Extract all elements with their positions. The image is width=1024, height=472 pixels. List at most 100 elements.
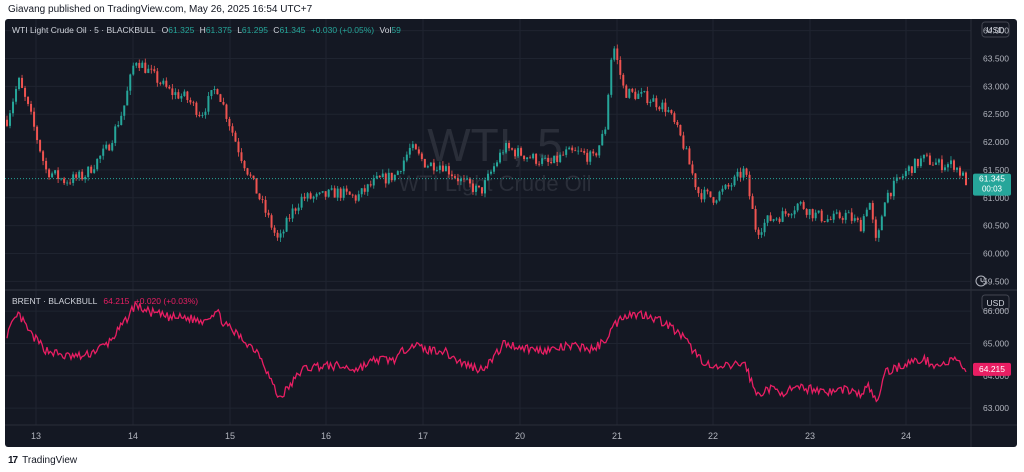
wti-candle-body: [802, 202, 805, 210]
wti-candle-body: [39, 140, 42, 152]
wti-candle-body: [769, 215, 772, 221]
wti-candle-body: [856, 218, 859, 220]
wti-candle-body: [556, 155, 559, 162]
wti-candle-body: [634, 91, 637, 99]
time-axis-label: 24: [901, 431, 911, 441]
wti-candle-body: [643, 91, 646, 92]
brent-legend[interactable]: BRENT · BLACKBULL 64.215 +0.020 (+0.03%): [12, 296, 198, 306]
publisher-header: Giavang published on TradingView.com, Ma…: [8, 4, 313, 15]
wti-candle-body: [625, 85, 628, 98]
brent-axis-label: 66.000: [983, 306, 1009, 316]
brent-price-tag: 64.215: [973, 362, 1011, 376]
wti-candle-body: [703, 189, 706, 200]
wti-candle-body: [249, 174, 252, 176]
wti-candle-body: [462, 178, 465, 180]
wti-countdown: 00:03: [982, 185, 1003, 194]
wti-candle-body: [444, 166, 447, 172]
wti-candle-body: [477, 185, 480, 188]
wti-candle-body: [718, 191, 721, 201]
footer: 17 TradingView: [8, 453, 77, 467]
wti-legend-o-label: O: [162, 25, 169, 35]
wti-candle-body: [673, 113, 676, 123]
wti-price-axis[interactable]: 64.000 63.500 63.000 62.500 62.000 61.500 61.0…: [983, 26, 1009, 287]
wti-candle-body: [297, 207, 300, 211]
wti-candle-body: [784, 211, 787, 214]
wti-candle-body: [30, 103, 33, 112]
time-axis[interactable]: 13 14 15 16 17 20 21 22 23 24: [31, 431, 911, 441]
wti-candle-body: [796, 203, 799, 211]
wti-candle-body: [213, 89, 216, 91]
wti-candle-body: [487, 173, 490, 181]
wti-candle-body: [931, 164, 934, 166]
wti-candle-body: [667, 110, 670, 112]
wti-candle-body: [940, 159, 943, 171]
chart-canvas[interactable]: WTI, 5 WTI Light Crude Oil WTI Light Cru…: [5, 19, 1017, 447]
wti-candle-body: [393, 174, 396, 181]
wti-candle-body: [511, 148, 514, 150]
wti-candle-body: [613, 48, 616, 60]
wti-candle-body: [408, 147, 411, 155]
wti-candle-body: [78, 171, 81, 178]
wti-candle-body: [688, 148, 691, 165]
wti-price-tag-value: 61.345: [979, 174, 1005, 184]
wti-candle-body: [120, 115, 123, 126]
wti-candle-body: [243, 160, 246, 169]
wti-candle-body: [66, 182, 69, 184]
wti-legend-title: WTI Light Crude Oil · 5 · BLACKBULL: [12, 25, 156, 35]
wti-axis-label: 62.500: [983, 109, 1009, 119]
wti-legend-l-value: 61.295: [242, 25, 268, 35]
brent-series-line: [6, 300, 967, 403]
wti-candle-body: [649, 101, 652, 104]
wti-candle-body: [490, 171, 493, 174]
wti-legend-c-value: 61.345: [279, 25, 305, 35]
wti-candle-body: [592, 151, 595, 154]
wti-candle-body: [877, 230, 880, 238]
wti-candle-body: [925, 154, 928, 156]
wti-axis-label: 59.500: [983, 276, 1009, 286]
alert-clock-icon[interactable]: [975, 275, 987, 287]
wti-candle-body: [526, 157, 529, 160]
wti-candle-body: [405, 154, 408, 161]
wti-candle-body: [496, 162, 499, 167]
wti-candle-body: [468, 178, 471, 184]
wti-candle-body: [342, 188, 345, 198]
brent-currency-button[interactable]: USD: [981, 294, 1010, 311]
wti-candle-body: [45, 160, 48, 170]
brent-axis-label: 65.000: [983, 338, 1009, 348]
wti-candle-body: [949, 160, 952, 165]
wti-candle-body: [838, 212, 841, 219]
wti-currency-button[interactable]: USD: [981, 21, 1010, 38]
wti-candle-body: [934, 162, 937, 165]
wti-candle-body: [574, 150, 577, 152]
wti-candle-body: [499, 152, 502, 163]
wti-candle-body: [252, 175, 255, 179]
wti-candle-body: [607, 94, 610, 130]
wti-candle-body: [138, 62, 141, 68]
wti-candle-body: [571, 147, 574, 151]
wti-candle-body: [682, 135, 685, 149]
wti-candle-body: [532, 153, 535, 159]
wti-candle-body: [631, 88, 634, 92]
wti-candle-body: [814, 212, 817, 219]
wti-candle-body: [153, 69, 156, 72]
wti-candle-body: [150, 68, 153, 70]
wti-candle-body: [174, 92, 177, 96]
time-axis-label: 14: [128, 431, 138, 441]
wti-candle-body: [715, 200, 718, 203]
wti-candle-body: [523, 155, 526, 160]
wti-candle-body: [910, 166, 913, 173]
wti-candle-body: [916, 158, 919, 167]
wti-candle-body: [48, 169, 51, 178]
wti-legend[interactable]: WTI Light Crude Oil · 5 · BLACKBULL O 61.…: [12, 25, 401, 35]
wti-candle-body: [33, 111, 36, 127]
wti-candle-body: [505, 143, 508, 153]
wti-candle-body: [81, 171, 84, 180]
chart-frame[interactable]: WTI, 5 WTI Light Crude Oil WTI Light Cru…: [5, 19, 1017, 447]
wti-candle-body: [721, 188, 724, 192]
wti-candle-body: [36, 126, 39, 141]
wti-candle-body: [333, 188, 336, 198]
vertical-grid: [35, 19, 907, 425]
wti-axis-label: 62.000: [983, 137, 1009, 147]
wti-candle-body: [129, 74, 132, 91]
